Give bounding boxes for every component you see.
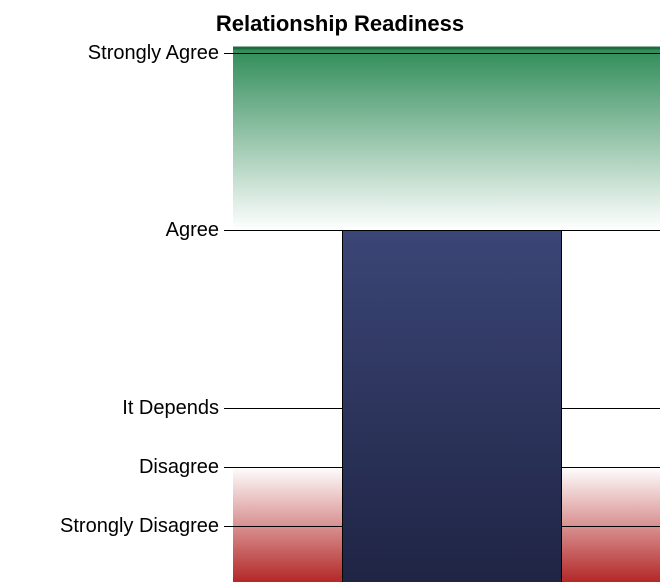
y-tick-label: Agree [166,219,219,241]
chart-title: Relationship Readiness [216,11,464,36]
y-tick-label: Strongly Disagree [60,515,219,537]
bar [342,230,562,582]
y-tick-label: Strongly Agree [88,42,219,64]
band [233,47,660,231]
y-tick-label: It Depends [122,397,219,419]
y-tick-label: Disagree [139,456,219,478]
